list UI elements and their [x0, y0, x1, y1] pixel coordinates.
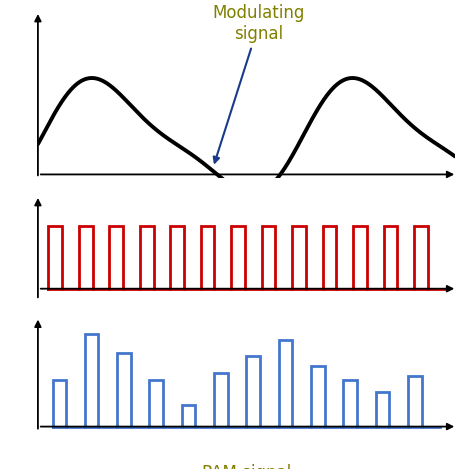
Text: Pulsed carrier: Pulsed carrier — [189, 331, 304, 349]
Text: PAM signal: PAM signal — [202, 464, 291, 469]
Text: Modulating
signal: Modulating signal — [213, 4, 305, 163]
